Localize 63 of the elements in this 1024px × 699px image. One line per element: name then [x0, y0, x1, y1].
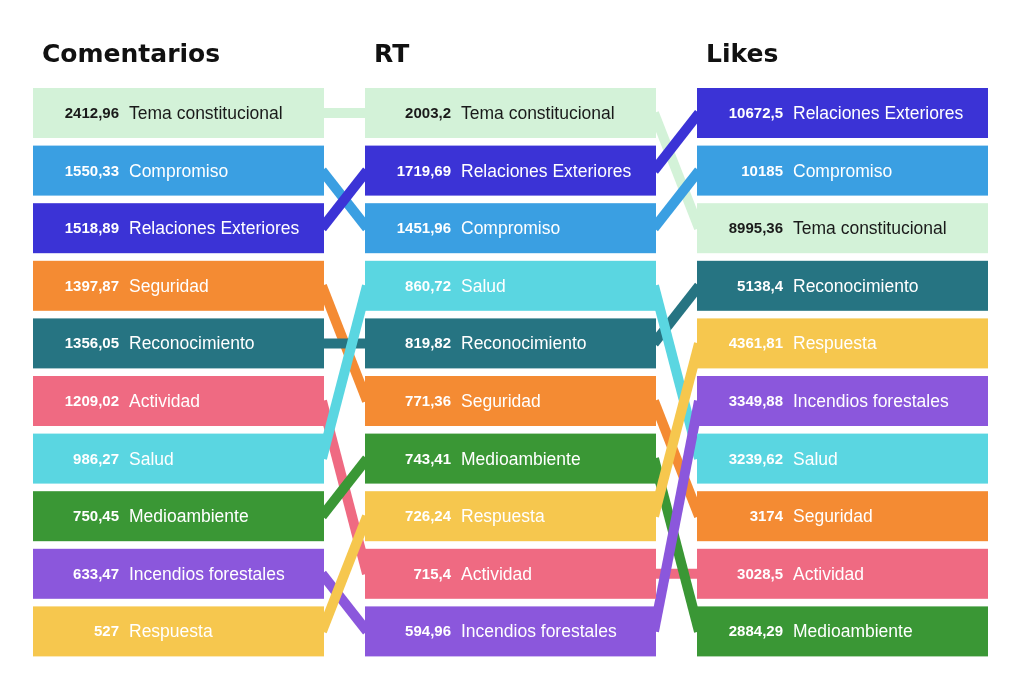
category-label: Compromiso: [793, 160, 893, 181]
category-label: Salud: [129, 448, 174, 469]
category-label: Respuesta: [461, 506, 545, 527]
category-label: Relaciones Exteriores: [461, 160, 632, 181]
data-label: 1550,33: [64, 161, 119, 179]
category-label: Tema constitucional: [129, 103, 283, 123]
series-label: RT: [374, 39, 410, 68]
data-label: 4361,81: [728, 334, 783, 352]
data-label: 3239,62: [728, 449, 783, 467]
data-label: 715,4: [413, 564, 452, 582]
data-label: 3349,88: [728, 392, 783, 409]
data-label: 771,36: [405, 392, 451, 409]
series-label: Likes: [706, 39, 779, 68]
category-label: Medioambiente: [461, 448, 581, 469]
data-label: 1518,89: [64, 219, 119, 237]
data-label: 8995,36: [728, 219, 783, 237]
data-label: 594,96: [405, 622, 451, 640]
series-label: Comentarios: [42, 39, 221, 68]
data-label: 3028,5: [737, 564, 783, 582]
data-label: 1397,87: [64, 276, 119, 294]
data-label: 986,27: [73, 449, 119, 467]
category-label: Compromiso: [129, 160, 229, 181]
category-label: Actividad: [793, 563, 865, 584]
category-label: Actividad: [461, 563, 533, 584]
category-label: Tema constitucional: [793, 218, 947, 239]
category-label: Relaciones Exteriores: [129, 218, 300, 239]
data-label: 1356,05: [64, 334, 119, 352]
category-label: Tema constitucional: [461, 103, 615, 123]
category-label: Seguridad: [129, 275, 209, 296]
category-label: Salud: [461, 275, 506, 296]
data-label: 633,47: [73, 564, 119, 582]
data-label: 3174: [749, 507, 784, 525]
category-label: Respuesta: [793, 333, 877, 354]
category-label: Incendios forestales: [461, 621, 617, 642]
category-label: Reconocimiento: [129, 333, 255, 354]
data-label: 5138,4: [737, 276, 784, 294]
category-label: Relaciones Exteriores: [793, 103, 964, 123]
data-label: 2003,2: [405, 104, 451, 121]
data-label: 1719,69: [396, 161, 451, 179]
category-label: Reconocimiento: [461, 333, 587, 354]
category-label: Actividad: [129, 391, 201, 411]
category-label: Compromiso: [461, 218, 561, 239]
data-label: 2884,29: [728, 622, 783, 640]
data-label: 743,41: [405, 449, 451, 467]
data-label: 819,82: [405, 334, 451, 352]
category-label: Incendios forestales: [793, 391, 949, 411]
category-label: Medioambiente: [129, 506, 249, 527]
data-label: 527: [93, 622, 119, 640]
data-label: 860,72: [405, 276, 451, 294]
data-label: 10185: [741, 161, 783, 179]
data-label: 1209,02: [64, 392, 119, 409]
data-label: 1451,96: [396, 219, 451, 237]
category-label: Respuesta: [129, 621, 213, 642]
category-label: Reconocimiento: [793, 275, 919, 296]
data-label: 10672,5: [728, 104, 783, 121]
category-label: Seguridad: [461, 391, 541, 411]
data-label: 2412,96: [64, 104, 119, 121]
category-label: Medioambiente: [793, 621, 913, 642]
category-label: Incendios forestales: [129, 563, 285, 584]
data-label: 750,45: [73, 507, 119, 525]
data-label: 726,24: [405, 507, 452, 525]
category-label: Salud: [793, 448, 838, 469]
category-label: Seguridad: [793, 506, 873, 527]
